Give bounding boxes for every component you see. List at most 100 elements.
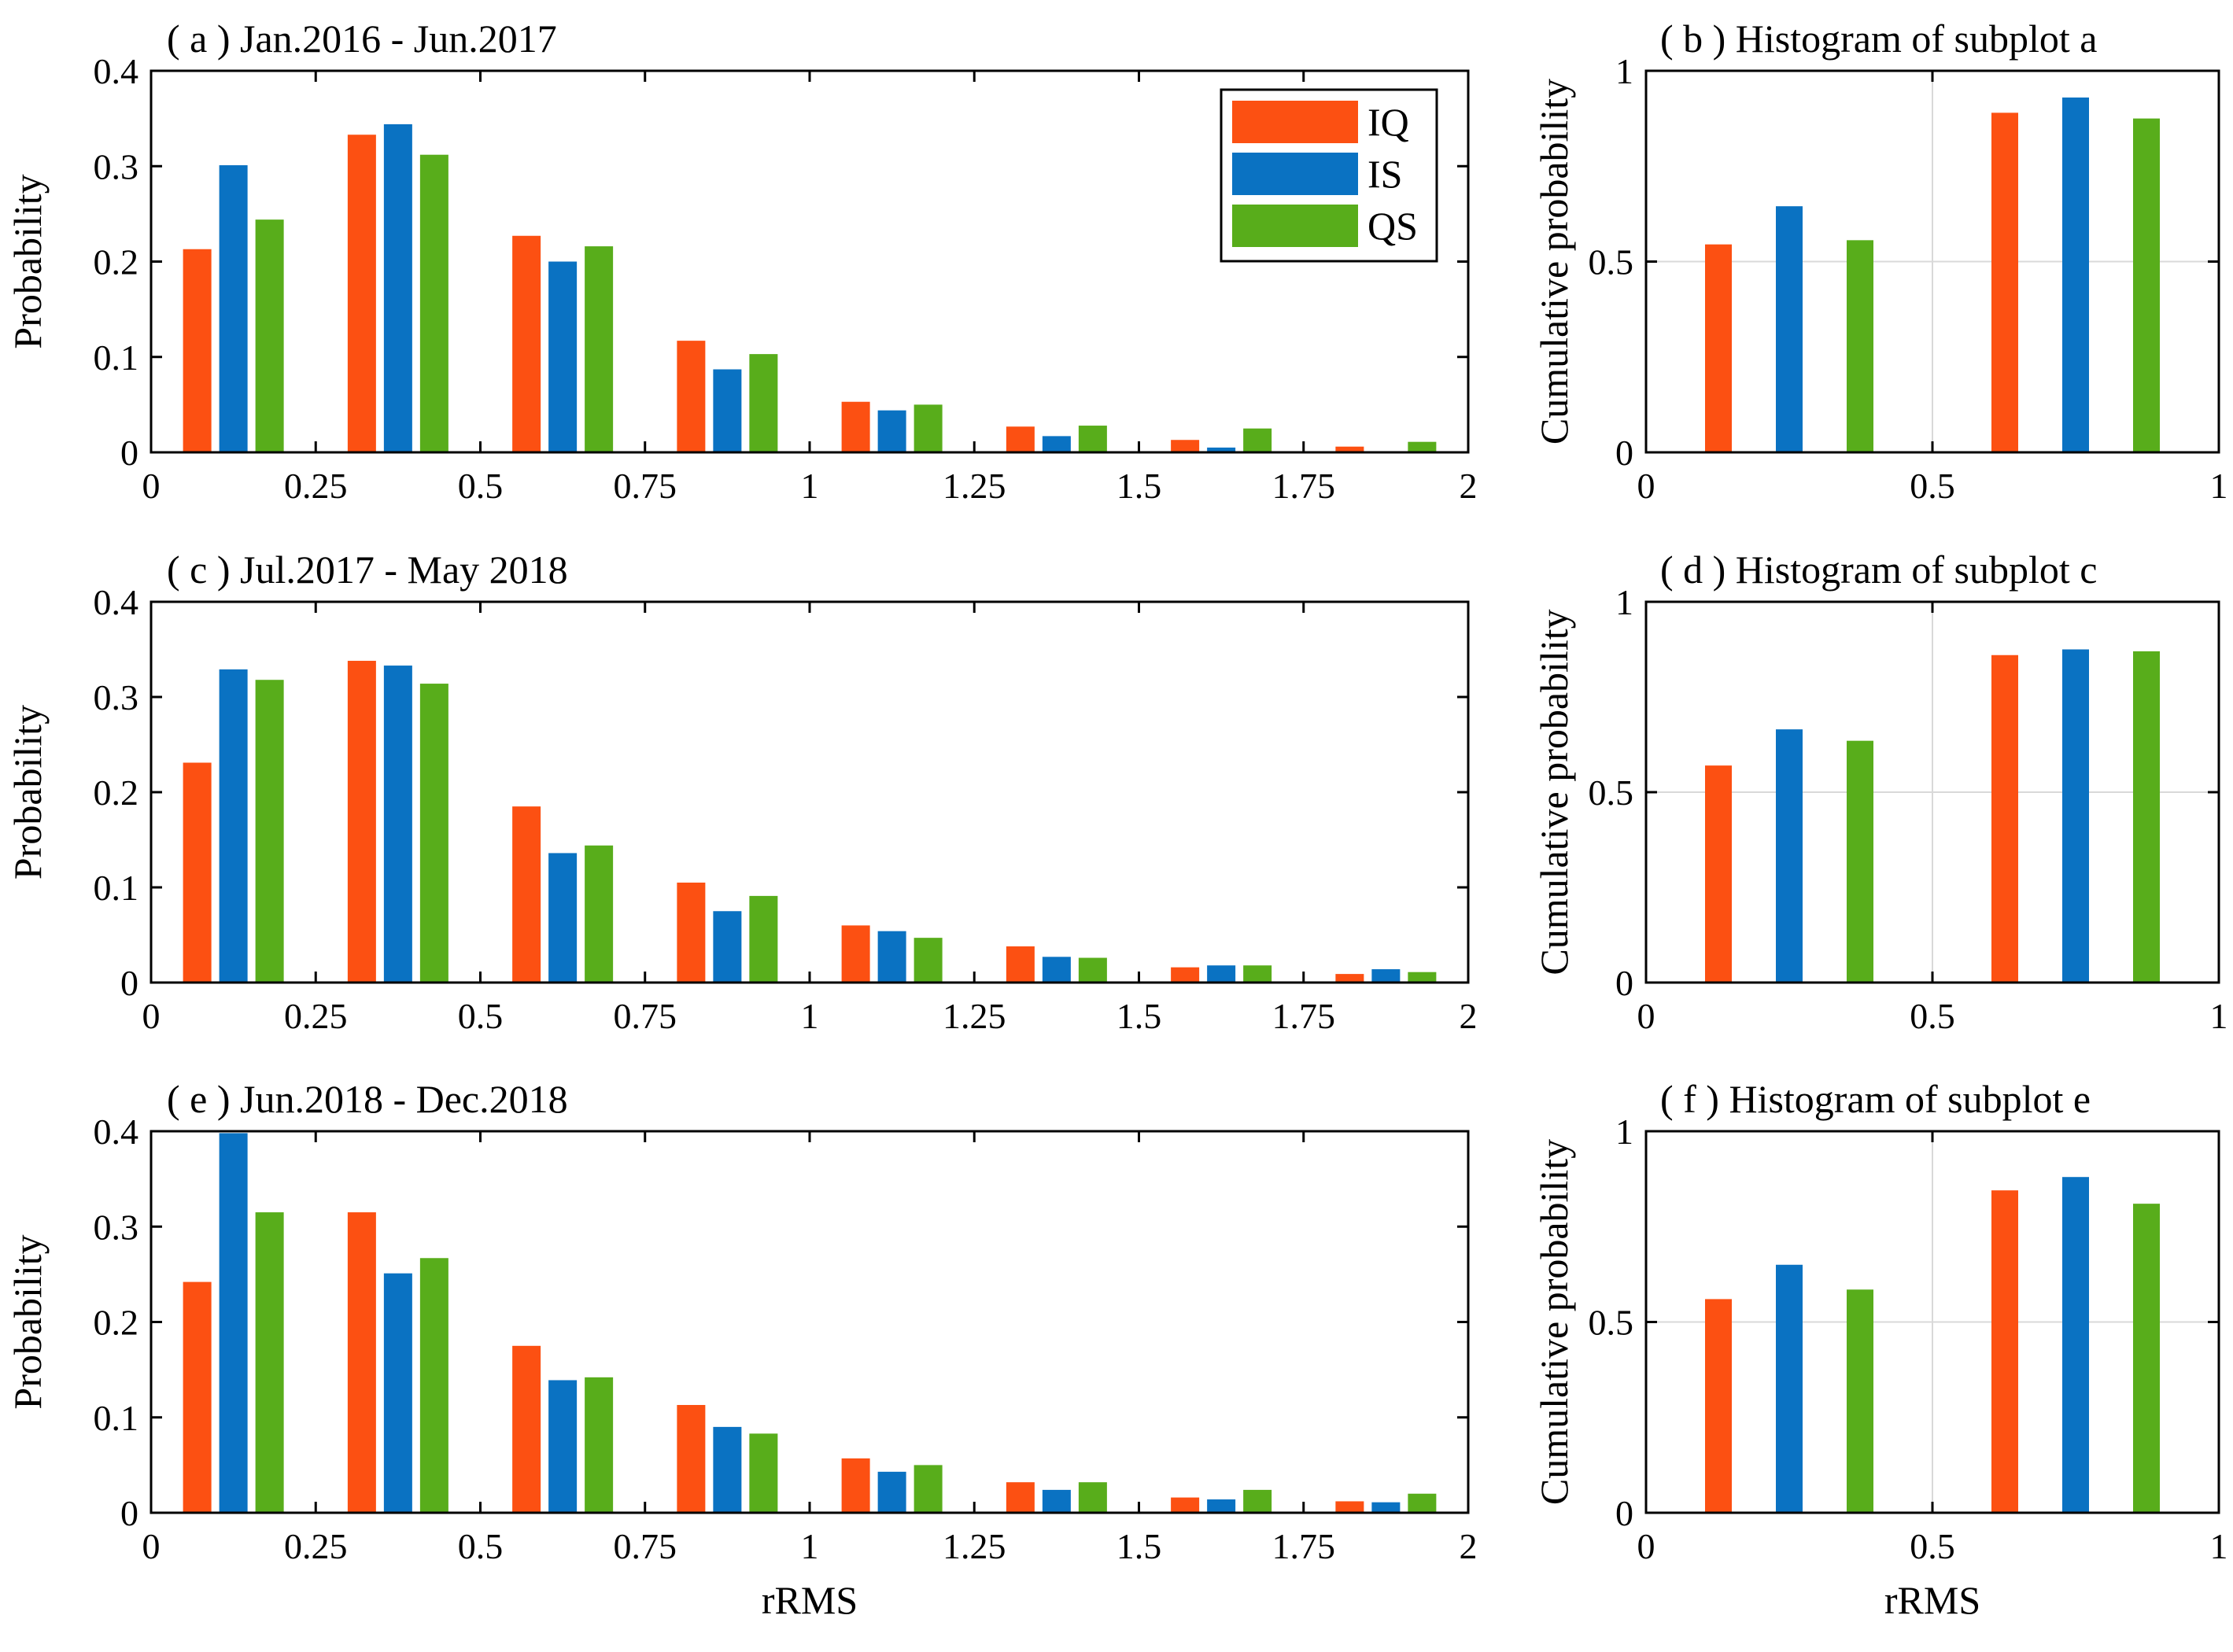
bar-is xyxy=(219,1133,248,1513)
x-tick-label: 0.5 xyxy=(458,1526,504,1566)
bar-qs xyxy=(749,354,778,452)
bar-iq xyxy=(1006,426,1035,452)
bar-iq xyxy=(677,1404,706,1513)
bar-is xyxy=(2062,97,2089,452)
bar-qs xyxy=(1847,240,1873,452)
bar-is xyxy=(2062,1177,2089,1513)
plots: 0 0.25 0.5 0.75 1 1.25 1.5 1.75 2 0 0.1 0.2 0.3 0.4 ( … xyxy=(6,17,2228,1622)
bar-qs xyxy=(1243,965,1272,983)
bar-iq xyxy=(512,1345,541,1513)
bar-qs xyxy=(2133,651,2160,983)
x-tick-label: 0.5 xyxy=(1910,1526,1955,1566)
subplot-e: 0 0.25 0.5 0.75 1 1.25 1.5 1.75 2 0 0.1 0.2 0.3 0.4 ( … xyxy=(6,1077,1478,1622)
bar-qs xyxy=(585,1377,614,1513)
bar-qs xyxy=(1847,1289,1873,1513)
bar-is xyxy=(1042,957,1071,983)
y-tick-label: 0.1 xyxy=(94,337,139,378)
y-tick-label: 0.4 xyxy=(94,1112,139,1152)
bar-is xyxy=(1207,447,1236,452)
y-tick-label: 0.1 xyxy=(94,1398,139,1438)
x-tick-label: 1.5 xyxy=(1116,466,1162,506)
y-tick-label: 1 xyxy=(1615,51,1633,91)
bar-iq xyxy=(512,806,541,983)
x-tick-label: 0 xyxy=(142,996,161,1036)
x-tick-label: 0.75 xyxy=(614,466,677,506)
x-axis-label: rRMS xyxy=(1884,1578,1980,1622)
x-tick-label: 0.5 xyxy=(1910,996,1955,1036)
bar-iq xyxy=(1335,446,1364,452)
bar-iq xyxy=(677,882,706,983)
x-tick-label: 0 xyxy=(1637,466,1655,506)
bar-is xyxy=(1776,206,1803,452)
subplot-a: 0 0.25 0.5 0.75 1 1.25 1.5 1.75 2 0 0.1 0.2 0.3 0.4 ( … xyxy=(6,17,1478,506)
bar-iq xyxy=(1705,244,1732,452)
bar-qs xyxy=(1408,1493,1437,1513)
x-axis-label: rRMS xyxy=(762,1578,858,1622)
bar-iq xyxy=(347,1212,376,1513)
subplot-title: ( d ) Histogram of subplot c xyxy=(1660,548,2097,592)
x-tick-label: 0 xyxy=(1637,1526,1655,1566)
x-tick-label: 0.25 xyxy=(284,996,348,1036)
y-tick-label: 1 xyxy=(1615,582,1633,622)
y-tick-label: 0.1 xyxy=(94,868,139,908)
x-tick-label: 0 xyxy=(1637,996,1655,1036)
y-tick-label: 0.4 xyxy=(94,582,139,622)
bar-qs xyxy=(255,219,284,452)
y-tick-label: 0.4 xyxy=(94,51,139,91)
bar-qs xyxy=(419,684,448,983)
x-tick-label: 1.75 xyxy=(1272,466,1336,506)
bar-is xyxy=(713,369,742,452)
bar-qs xyxy=(1243,1489,1272,1513)
bar-qs xyxy=(1408,441,1437,452)
bar-is xyxy=(1776,729,1803,983)
bar-qs xyxy=(1847,740,1873,983)
y-axis-label: Probability xyxy=(6,1234,50,1409)
bar-qs xyxy=(914,938,943,983)
bar-iq xyxy=(1006,946,1035,983)
x-tick-label: 1.75 xyxy=(1272,1526,1336,1566)
y-tick-label: 0.3 xyxy=(94,146,139,186)
y-axis-label: Cumulative probability xyxy=(1532,609,1576,975)
bar-is xyxy=(713,1426,742,1513)
bar-iq xyxy=(1335,974,1364,983)
legend-swatch-is xyxy=(1232,153,1358,195)
subplot-b: 0 0.5 1 0 0.5 1 ( b ) Histogram of subplot a Cu… xyxy=(1532,17,2228,506)
subplot-title: ( e ) Jun.2018 - Dec.2018 xyxy=(167,1077,568,1121)
bar-is xyxy=(548,853,578,983)
legend-swatch-qs xyxy=(1232,205,1358,247)
bar-iq xyxy=(1171,967,1200,983)
bar-is xyxy=(383,1273,412,1513)
bar-qs xyxy=(585,246,614,452)
x-tick-label: 0.5 xyxy=(1910,466,1955,506)
y-tick-label: 0.2 xyxy=(94,242,139,282)
bar-iq xyxy=(1705,1299,1732,1513)
bar-iq xyxy=(841,401,870,452)
y-tick-label: 1 xyxy=(1615,1112,1633,1152)
bar-qs xyxy=(2133,118,2160,452)
bar-iq xyxy=(347,135,376,453)
x-tick-label: 0.5 xyxy=(458,996,504,1036)
x-tick-label: 1.5 xyxy=(1116,996,1162,1036)
bar-iq xyxy=(1991,1190,2018,1513)
x-tick-label: 1 xyxy=(2210,466,2228,506)
bar-iq xyxy=(512,235,541,452)
x-tick-label: 1.25 xyxy=(943,466,1006,506)
x-tick-label: 2 xyxy=(1460,996,1478,1036)
bar-qs xyxy=(419,1258,448,1513)
bar-qs xyxy=(1078,1482,1107,1513)
bar-qs xyxy=(1243,428,1272,452)
subplot-d: 0 0.5 1 0 0.5 1 ( d ) Histogram of subplot c Cu… xyxy=(1532,548,2228,1036)
x-tick-label: 1.5 xyxy=(1116,1526,1162,1566)
bar-qs xyxy=(1078,957,1107,983)
x-tick-label: 2 xyxy=(1460,466,1478,506)
y-axis-label: Cumulative probability xyxy=(1532,79,1576,444)
bar-is xyxy=(1371,969,1401,983)
legend-label-is: IS xyxy=(1367,152,1402,196)
x-tick-label: 1.25 xyxy=(943,1526,1006,1566)
subplot-f: 0 0.5 1 0 0.5 1 ( f ) Histogram of subplot e Cu… xyxy=(1532,1077,2228,1622)
bar-qs xyxy=(749,1433,778,1513)
bar-qs xyxy=(749,895,778,983)
x-tick-label: 2 xyxy=(1460,1526,1478,1566)
legend-label-qs: QS xyxy=(1367,204,1418,248)
y-tick-label: 0 xyxy=(1615,963,1633,1003)
